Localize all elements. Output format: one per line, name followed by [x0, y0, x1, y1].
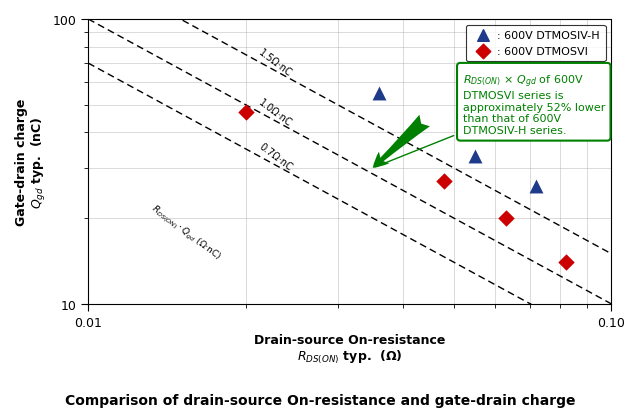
Text: Comparison of drain-source On-resistance and gate-drain charge: Comparison of drain-source On-resistance…: [65, 393, 575, 407]
Text: 1.5Ω·nC: 1.5Ω·nC: [257, 47, 294, 79]
X-axis label: Drain-source On-resistance
$R_{DS(ON)}$ typ.  (Ω): Drain-source On-resistance $R_{DS(ON)}$ …: [254, 333, 445, 365]
Y-axis label: Gate-drain charge
$Q_{gd}$ typ.  (nC): Gate-drain charge $Q_{gd}$ typ. (nC): [15, 99, 49, 225]
Text: $R_{DS(ON)}\cdot Q_{gd}$ (Ω·nC): $R_{DS(ON)}\cdot Q_{gd}$ (Ω·nC): [148, 202, 223, 263]
Point: [470, 153, 481, 160]
Text: 0.7Ω·nC: 0.7Ω·nC: [257, 142, 294, 173]
Text: $R_{DS(ON)}$ × $Q_{gd}$ of 600V
DTMOSVI series is
approximately 52% lower
than t: $R_{DS(ON)}$ × $Q_{gd}$ of 600V DTMOSVI …: [375, 73, 605, 167]
Point: [531, 183, 541, 189]
Point: [561, 259, 571, 266]
Text: 1.0Ω·nC: 1.0Ω·nC: [257, 97, 294, 129]
Point: [374, 90, 384, 97]
Point: [439, 178, 449, 185]
Point: [241, 110, 251, 116]
Legend: : 600V DTMOSIV-H, : 600V DTMOSVI: : 600V DTMOSIV-H, : 600V DTMOSVI: [466, 25, 605, 62]
Point: [501, 215, 511, 222]
